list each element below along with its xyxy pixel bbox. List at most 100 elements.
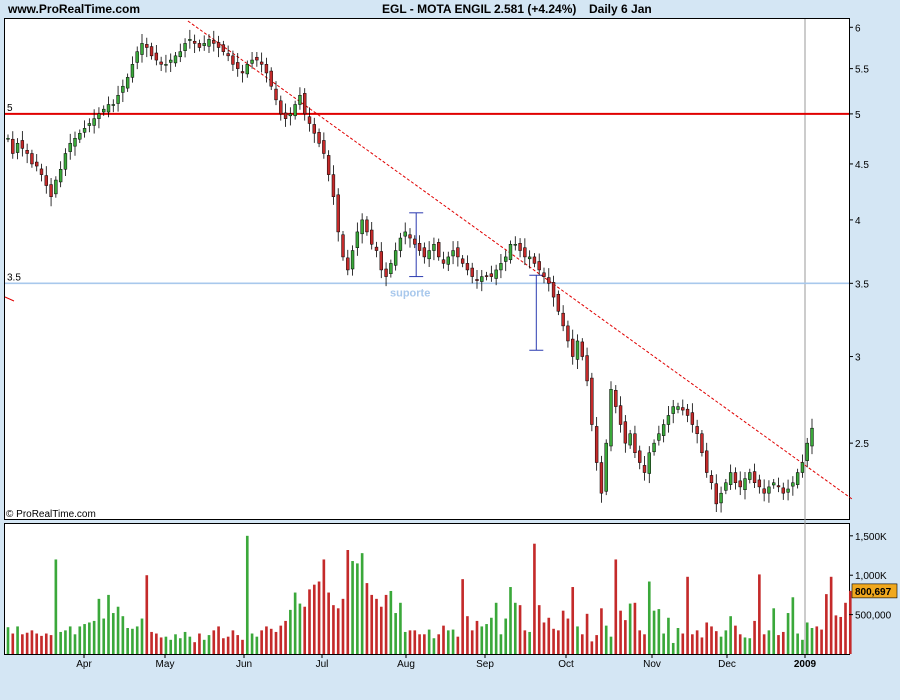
candle-body	[776, 485, 781, 488]
candle-body	[480, 276, 484, 282]
axes: 6 5.5 5 4.5 4 3.5 3 2.5 Apr May Jun Jul Aug Sep Oct Nov…	[76, 23, 898, 670]
candle-body	[178, 51, 182, 58]
volume-bar	[44, 633, 48, 654]
site-url[interactable]: www.ProRealTime.com	[8, 2, 141, 16]
volume-bar	[557, 630, 560, 654]
candle-body	[250, 59, 254, 64]
candle-body	[738, 480, 742, 488]
candle-body	[269, 70, 273, 87]
candle-body	[154, 52, 159, 61]
month-tick-label: 2009	[794, 659, 817, 670]
volume-bar	[241, 639, 244, 654]
candle-body	[317, 132, 321, 144]
volume-bar	[11, 633, 15, 654]
instrument-title: EGL - MOTA ENGIL	[382, 2, 492, 16]
candle-body	[714, 483, 718, 505]
volume-bar	[370, 594, 374, 654]
candle-body	[690, 412, 695, 425]
candle-body	[293, 104, 297, 117]
candle-body	[437, 242, 441, 258]
volume-bar	[537, 605, 541, 654]
volume-bar	[777, 635, 780, 654]
candle-body	[547, 277, 551, 284]
candle-body	[427, 250, 431, 260]
candle-body	[422, 247, 427, 258]
candle-body	[767, 486, 771, 494]
volume-bar	[714, 631, 718, 654]
volume-bar	[193, 642, 196, 654]
volume-bar	[260, 630, 263, 654]
volume-bar	[289, 609, 292, 654]
volume-bar	[705, 622, 709, 654]
candle-body	[87, 123, 92, 126]
candle-body	[188, 39, 192, 41]
volume-bar	[207, 635, 211, 654]
candle-body	[121, 85, 125, 93]
candle-body	[54, 179, 58, 195]
volume-bar	[418, 634, 421, 654]
candle-body	[202, 43, 206, 46]
candle-body	[527, 256, 532, 260]
volume-bar	[691, 634, 694, 654]
volume-bar	[561, 610, 565, 654]
candle-body	[11, 138, 15, 154]
volume-bar	[346, 550, 350, 654]
volume-bar	[188, 636, 192, 654]
candle-body	[532, 256, 537, 264]
candle-body	[642, 465, 647, 473]
volume-bar	[389, 590, 393, 654]
volume-bar	[585, 613, 589, 654]
candle-body	[173, 55, 178, 64]
volume-bar	[758, 574, 761, 654]
volume-bar	[49, 635, 53, 654]
candle-body	[149, 46, 154, 57]
candle-body	[331, 174, 336, 197]
watermark: © ProRealTime.com	[6, 509, 96, 520]
volume-bar	[734, 625, 737, 654]
volume-bar	[815, 626, 819, 654]
volume-bar	[408, 630, 412, 654]
volume-bar	[174, 634, 177, 654]
volume-bar	[767, 630, 771, 654]
price-plot: 5 3.5 suporte	[4, 19, 854, 654]
volume-bar	[461, 579, 464, 654]
candle-body	[695, 426, 699, 434]
volume-bar	[35, 633, 39, 654]
volume-bar	[571, 587, 575, 654]
candle-body	[365, 219, 369, 233]
candle-body	[652, 442, 656, 453]
volume-bar	[68, 626, 72, 654]
volume-bar	[437, 634, 441, 654]
candle-body	[116, 95, 120, 104]
candle-body	[159, 61, 163, 65]
candle-body	[628, 433, 632, 446]
volume-bar	[743, 637, 747, 654]
volume-bar	[231, 630, 235, 654]
candle-body	[465, 263, 470, 271]
candle-body	[518, 243, 522, 251]
volume-bar	[614, 559, 618, 654]
volume-bar	[135, 626, 139, 654]
volume-bar	[102, 618, 106, 654]
candle-body	[63, 153, 68, 170]
volume-bar	[442, 625, 445, 654]
candle-body	[657, 433, 661, 441]
candle-body	[236, 62, 240, 69]
candle-body	[556, 293, 561, 312]
candle-body	[30, 153, 34, 165]
volume-bar	[647, 581, 651, 654]
candle-body	[408, 234, 412, 239]
volume-bar	[92, 620, 96, 654]
candle-body	[604, 442, 608, 492]
volume-bar	[796, 633, 799, 654]
candle-body	[374, 246, 379, 251]
volume-bar	[781, 631, 785, 654]
candle-body	[20, 140, 25, 149]
candle-body	[671, 406, 675, 414]
volume-bar	[274, 631, 278, 654]
volume-bar	[805, 622, 809, 654]
volume-bar	[178, 638, 182, 654]
volume-panel	[4, 523, 850, 655]
volume-bar	[753, 620, 756, 654]
